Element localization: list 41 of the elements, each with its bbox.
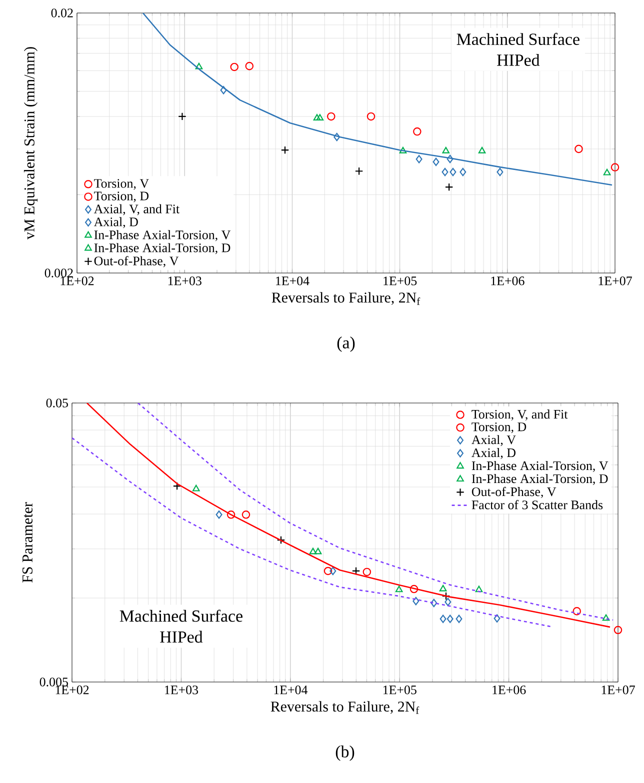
- legend-label: Axial, D: [472, 448, 516, 460]
- text: (a): [337, 336, 355, 352]
- legend-label: Factor of 3 Scatter Bands: [472, 500, 603, 510]
- x-tick-label: 1E+02: [56, 686, 89, 694]
- legend-label: Axial, V: [472, 435, 516, 446]
- legend-label: Torsion, V, and Fit: [472, 410, 568, 421]
- legend-label: Axial, V, and Fit: [94, 204, 180, 216]
- x-tick-label: 1E+05: [384, 276, 417, 286]
- x-tick-label: 1E+02: [60, 276, 94, 286]
- x-tick-label: 1E+07: [602, 686, 635, 694]
- text: (b): [336, 746, 354, 761]
- annotation: Machined Surface: [120, 610, 242, 622]
- legend-label: In-Phase Axial-Torsion, D: [472, 474, 608, 485]
- x-axis-title: Reversals to Failure, 2N$_{f}$: [270, 701, 420, 714]
- y-tick-label: 0.05: [46, 398, 68, 408]
- x-tick-label: 1E+04: [274, 686, 308, 694]
- x-tick-label: 1E+03: [168, 276, 202, 286]
- legend-label: In-Phase Axial-Torsion, V: [94, 230, 231, 242]
- legend-label: In-Phase Axial-Torsion, D: [94, 243, 230, 254]
- y-tick-label: 0.005: [40, 678, 68, 686]
- legend-label: Torsion, D: [472, 422, 526, 434]
- legend-label: In-Phase Axial-Torsion, V: [472, 460, 608, 472]
- x-tick-label: 1E+05: [383, 686, 416, 694]
- x-tick-label: 1E+06: [492, 686, 526, 694]
- x-tick-label: 1E+04: [276, 276, 310, 286]
- y-axis-title: FS Parameter: [22, 502, 32, 583]
- y-tick-label: 0.002: [44, 268, 73, 278]
- legend-label: Out-of-Phase, V: [472, 486, 556, 498]
- legend-label: Out-of-Phase, V: [94, 256, 179, 268]
- legend-label: Torsion, D: [94, 192, 149, 202]
- y-tick-label: 0.02: [51, 8, 73, 18]
- y-axis-title: vM Equivalent Strain (mm/mm): [24, 47, 38, 240]
- x-axis-title: Reversals to Failure, 2N$_{f}$: [272, 292, 420, 305]
- legend-label: Torsion, V: [94, 179, 149, 190]
- x-tick-label: 1E+06: [491, 276, 524, 286]
- annotation: Machined Surface: [456, 32, 580, 45]
- x-tick-label: 1E+03: [165, 686, 198, 694]
- legend-label: Axial, D: [94, 217, 138, 228]
- annotation: HIPed: [160, 630, 203, 643]
- annotation: HIPed: [497, 54, 540, 66]
- x-tick-label: 1E+07: [598, 276, 632, 286]
